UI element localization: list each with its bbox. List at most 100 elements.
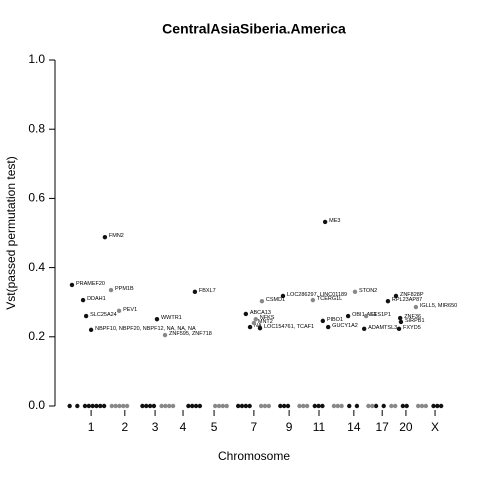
- point-label: SIRPB1: [405, 318, 425, 324]
- point-label: ABCA13: [250, 310, 271, 316]
- point: [281, 403, 287, 409]
- point: [413, 304, 419, 310]
- point-label: PEV1: [123, 307, 137, 313]
- point-label: ME3: [329, 218, 340, 224]
- point: [366, 403, 371, 409]
- point: [345, 313, 351, 319]
- point: [347, 403, 352, 409]
- point: [102, 234, 108, 240]
- point: [140, 403, 145, 409]
- point-label: RPL23AP87: [392, 297, 422, 303]
- point: [121, 403, 126, 409]
- x-tick-label: 17: [376, 420, 390, 434]
- y-axis-label: Vst(passed permutation test): [4, 156, 18, 309]
- point-label: ZNF36: [404, 314, 421, 320]
- point: [193, 403, 199, 409]
- point-label: PIBO1: [327, 317, 343, 323]
- point: [243, 311, 249, 317]
- point: [381, 403, 386, 409]
- point: [339, 403, 344, 409]
- y-tick-label: 0.4: [28, 260, 45, 274]
- point: [257, 325, 263, 331]
- point-label: EES1P1: [370, 312, 391, 318]
- point: [325, 324, 331, 330]
- point: [239, 403, 245, 409]
- point: [297, 403, 302, 409]
- y-tick-label: 1.0: [28, 52, 45, 66]
- y-tick-label: 0.8: [28, 121, 45, 135]
- point: [435, 403, 440, 409]
- point: [98, 403, 103, 409]
- x-tick-label: 2: [121, 420, 128, 434]
- point: [363, 313, 369, 319]
- point: [278, 403, 283, 409]
- point: [243, 403, 249, 409]
- point: [235, 403, 241, 409]
- point: [335, 403, 340, 409]
- point-label: GUCY1A2: [332, 323, 358, 329]
- point: [397, 315, 403, 321]
- point: [320, 318, 326, 324]
- y-tick-label: 0.0: [28, 398, 45, 412]
- point: [101, 403, 107, 409]
- point: [280, 293, 286, 299]
- point: [400, 403, 406, 409]
- point-label: MNT2: [258, 319, 273, 325]
- point: [352, 289, 358, 295]
- point: [304, 403, 310, 409]
- x-tick-label: 7: [251, 420, 258, 434]
- point-label: NFKS: [260, 315, 275, 321]
- point: [316, 403, 321, 409]
- point: [82, 403, 88, 409]
- point: [108, 287, 114, 293]
- point: [393, 293, 399, 299]
- point: [90, 403, 95, 409]
- point: [116, 308, 122, 314]
- point: [67, 403, 72, 409]
- point: [259, 298, 265, 304]
- point: [251, 320, 257, 326]
- point: [370, 403, 375, 409]
- point: [247, 324, 253, 330]
- point-label: TCERG1L: [317, 296, 342, 302]
- point: [423, 403, 429, 409]
- point: [385, 298, 391, 304]
- point: [94, 403, 99, 409]
- point: [247, 403, 252, 409]
- point-label: PPM1B: [115, 286, 134, 292]
- point: [124, 403, 130, 409]
- point: [301, 403, 306, 409]
- point: [83, 313, 89, 319]
- point-label: ZNF595, ZNF718: [169, 331, 212, 337]
- point: [431, 403, 436, 409]
- point: [389, 403, 394, 409]
- point-label: FXYD5: [403, 325, 421, 331]
- point: [258, 403, 264, 409]
- x-tick-label: 11: [313, 420, 326, 434]
- point-label: FMN2: [109, 233, 124, 239]
- point: [216, 403, 222, 409]
- chart-title: CentralAsiaSiberia.America: [162, 21, 346, 37]
- point: [373, 403, 379, 409]
- point-label: CSMD1: [266, 297, 285, 303]
- point: [220, 403, 226, 409]
- y-tick-label: 0.2: [28, 329, 45, 343]
- point: [109, 403, 114, 409]
- point: [310, 297, 316, 303]
- x-tick-label: 1: [88, 420, 95, 434]
- point: [167, 403, 172, 409]
- point: [154, 316, 160, 322]
- point: [163, 403, 168, 409]
- point-label: IGLL5, MIR650: [420, 303, 457, 309]
- point: [144, 403, 149, 409]
- x-tick-label: 20: [399, 420, 413, 434]
- point: [262, 403, 268, 409]
- point: [224, 403, 229, 409]
- point: [354, 403, 360, 409]
- point: [75, 403, 80, 409]
- point: [213, 403, 218, 409]
- x-tick-label: 9: [286, 420, 293, 434]
- x-tick-label: X: [431, 420, 439, 434]
- point-label: WWTR1: [161, 315, 182, 321]
- point: [438, 403, 444, 409]
